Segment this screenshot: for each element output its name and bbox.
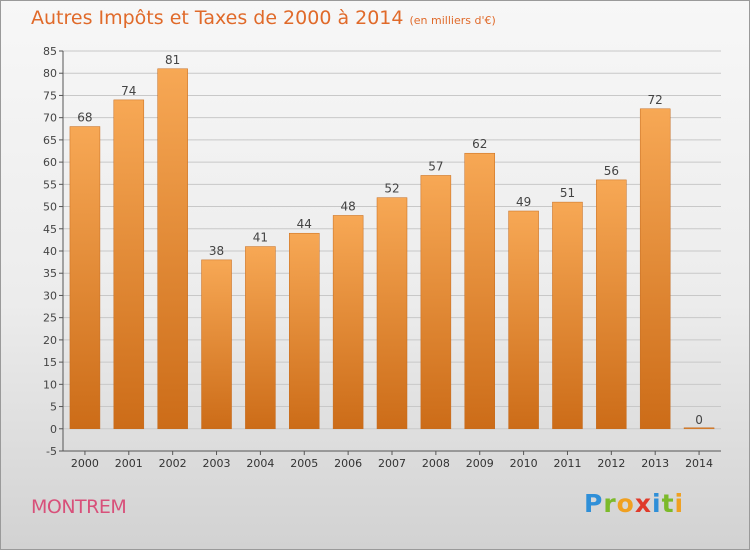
logo-letter: r	[603, 489, 617, 518]
x-tick-label: 2003	[203, 457, 231, 470]
bar	[245, 246, 276, 430]
value-label: 44	[297, 217, 312, 231]
logo-letter: t	[661, 489, 675, 518]
chart-title: Autres Impôts et Taxes de 2000 à 2014	[31, 7, 404, 29]
bar	[683, 427, 715, 430]
y-tick-label: 25	[43, 312, 57, 325]
town-name: MONTREM	[31, 496, 127, 518]
y-tick-label: 55	[43, 178, 57, 191]
x-tick-label: 2005	[290, 457, 318, 470]
bar	[376, 197, 408, 430]
value-label: 56	[604, 164, 619, 178]
y-tick-label: 20	[43, 334, 57, 347]
logo-letter: P	[584, 489, 604, 518]
x-tick-labels: 2000 2001 2002 2003 2004 2005 2006 2007 2008 2009…	[71, 451, 713, 470]
value-label: 68	[77, 111, 92, 125]
y-tick-label: 40	[43, 245, 57, 258]
value-label: 49	[516, 195, 531, 209]
logo-letter: o	[616, 489, 635, 518]
y-tick-label: 80	[43, 67, 57, 80]
value-label: 51	[560, 186, 575, 200]
bars	[69, 68, 715, 430]
logo-letter: x	[634, 489, 652, 518]
logo-letter: i	[674, 489, 685, 518]
y-tick-label: 65	[43, 134, 57, 147]
value-label: 52	[384, 182, 399, 196]
bar	[596, 179, 627, 430]
x-tick-label: 2011	[553, 457, 581, 470]
x-tick-label: 2004	[246, 457, 274, 470]
chart-subtitle: (en milliers d'€)	[409, 14, 496, 27]
y-tick-label: 0	[50, 423, 57, 436]
x-tick-label: 2009	[466, 457, 494, 470]
y-tick-label: 15	[43, 356, 57, 369]
value-label: 62	[472, 137, 487, 151]
bar	[552, 201, 583, 430]
x-tick-label: 2013	[641, 457, 669, 470]
x-tick-label: 2012	[597, 457, 625, 470]
value-label: 72	[648, 93, 663, 107]
bar	[289, 232, 320, 430]
value-label: 74	[121, 84, 136, 98]
x-tick-label: 2008	[422, 457, 450, 470]
y-tick-label: 30	[43, 289, 57, 302]
x-tick-label: 2006	[334, 457, 362, 470]
value-label: 57	[428, 159, 443, 173]
value-label: 41	[253, 231, 268, 245]
x-tick-label: 2001	[115, 457, 143, 470]
y-tick-label: 50	[43, 201, 57, 214]
y-tick-label: -5	[46, 445, 57, 458]
bar	[508, 210, 539, 430]
x-tick-label: 2014	[685, 457, 713, 470]
bar	[157, 68, 188, 430]
value-label: 0	[695, 413, 703, 427]
proxiti-logo[interactable]: Proxiti	[584, 489, 684, 518]
y-tick-label: 85	[43, 45, 57, 58]
title-group: Autres Impôts et Taxes de 2000 à 2014 (en…	[31, 7, 496, 29]
y-tick-label: 35	[43, 267, 57, 280]
logo-letter: i	[652, 489, 662, 518]
bar	[639, 108, 671, 430]
bar	[69, 126, 101, 430]
bar	[201, 259, 232, 430]
bar	[464, 152, 495, 430]
x-tick-label: 2000	[71, 457, 99, 470]
x-tick-label: 2010	[510, 457, 538, 470]
value-label: 81	[165, 53, 180, 67]
y-tick-labels: -5 0 5 10 15 20 25 30 35 40 45 50 55 60 65 70 75 80 85	[43, 45, 57, 458]
y-tick-label: 10	[43, 378, 57, 391]
y-tick-label: 45	[43, 223, 57, 236]
y-tick-label: 60	[43, 156, 57, 169]
value-label: 38	[209, 244, 224, 258]
bar	[113, 99, 145, 430]
bar	[332, 215, 364, 430]
x-tick-label: 2002	[159, 457, 187, 470]
bar	[420, 175, 452, 430]
x-tick-label: 2007	[378, 457, 406, 470]
y-tick-label: 5	[50, 401, 57, 414]
y-tick-label: 75	[43, 89, 57, 102]
value-label: 48	[340, 199, 355, 213]
y-tick-label: 70	[43, 112, 57, 125]
value-labels: 68 74 81 38 41 44 48 52 57 62 49 51 56 72 0	[77, 53, 703, 427]
